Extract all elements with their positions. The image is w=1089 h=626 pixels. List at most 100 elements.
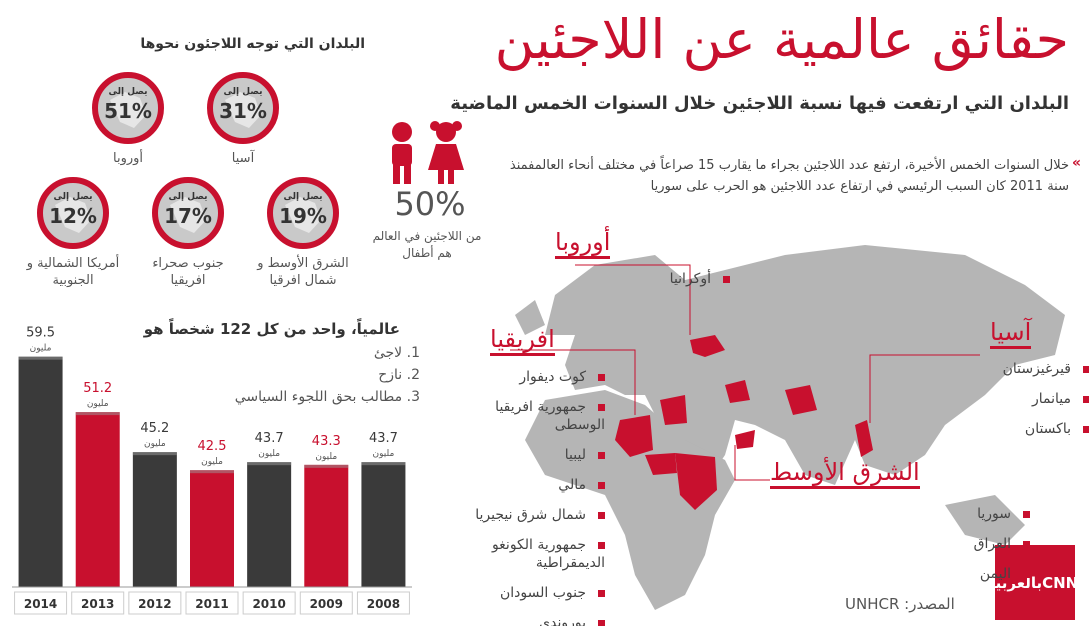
unit-label: مليون (373, 449, 395, 459)
country: العراق (880, 535, 1030, 553)
country: أوكرانيا (580, 270, 730, 288)
bar-cap (247, 462, 292, 466)
note: 2. نازح (378, 367, 420, 383)
destination-circle: يصل إلى 51% (92, 72, 164, 144)
prefix: يصل إلى (224, 87, 263, 97)
destinations-title: البلدان التي توجه اللاجئون نحوها (140, 36, 365, 52)
bar-cap (18, 356, 63, 360)
globe (110, 92, 146, 128)
unit-label: مليون (144, 439, 166, 449)
year-box (128, 591, 182, 615)
year-box (242, 591, 296, 615)
bar (190, 470, 234, 587)
prefix: يصل إلى (169, 192, 208, 202)
unit-label: مليون (87, 399, 109, 409)
region-name: افريقيا (490, 325, 555, 356)
kids-icon (392, 121, 464, 184)
destination-circle: يصل إلى 12% (37, 177, 109, 249)
x-tick-label: 2010 (252, 597, 285, 611)
destination-label: الشرق الأوسط و شمال افرقيا (257, 256, 349, 288)
globe (55, 197, 91, 233)
region-name: الشرق الأوسط (770, 458, 920, 489)
bar-cap (304, 464, 349, 468)
country: جمهورية افريقيا الوسطى (455, 398, 605, 434)
subtitle: البلدان التي ارتفعت فيها نسبة اللاجئين خ… (450, 93, 1069, 114)
destination-label: أوروبا (112, 151, 144, 166)
prefix: يصل إلى (54, 192, 93, 202)
bar-cap (361, 462, 406, 466)
globe (285, 197, 321, 233)
prefix: يصل إلى (109, 87, 148, 97)
country: جنوب السودان (455, 584, 605, 602)
unit-label: مليون (30, 344, 52, 354)
x-tick-label: 2013 (81, 597, 114, 611)
kids-caption: من اللاجئين في العالم هم أطفال (372, 229, 482, 260)
value-label: 45.2 (140, 421, 169, 436)
bullet: » (1071, 155, 1081, 171)
value-label: 42.5 (198, 439, 227, 454)
bar-cap (190, 470, 234, 474)
percent: 17% (164, 204, 212, 228)
bar (304, 464, 349, 587)
country: ليبيا (455, 446, 605, 464)
year-box (185, 591, 239, 615)
map (510, 245, 1065, 610)
source: المصدر: UNHCR (845, 595, 955, 613)
x-tick-label: 2014 (24, 597, 57, 611)
value-label: 43.7 (255, 431, 284, 446)
globe (170, 197, 206, 233)
country: قيرغيزستان (940, 360, 1089, 378)
year-box (71, 591, 125, 615)
x-tick-label: 2012 (138, 597, 171, 611)
note: 1. لاجئ (373, 345, 420, 361)
prefix: يصل إلى (284, 192, 323, 202)
destination-label: أمريكا الشمالية و الجنوبية (26, 256, 120, 288)
year-box (299, 591, 353, 615)
value-label: 43.3 (312, 434, 341, 449)
kids-value: 50% (394, 185, 466, 223)
x-tick-label: 2008 (367, 597, 400, 611)
destination-circle: يصل إلى 19% (267, 177, 339, 249)
bar (361, 462, 406, 587)
year-box (356, 591, 410, 615)
x-tick-label: 2009 (310, 597, 343, 611)
percent: 51% (104, 99, 152, 123)
country: باكستان (940, 420, 1089, 438)
unit-label: مليون (201, 457, 223, 467)
percent: 31% (219, 99, 267, 123)
destination-circle: يصل إلى 17% (152, 177, 224, 249)
destination-label: جنوب صحراء افريقيا (152, 256, 224, 288)
country: كوت ديفوار (455, 368, 605, 386)
bar (132, 452, 177, 587)
percent: 19% (279, 204, 327, 228)
country: ميانمار (940, 390, 1089, 408)
unit-label: مليون (258, 449, 280, 459)
percent: 12% (49, 204, 97, 228)
bar (18, 356, 63, 587)
intro: خلال السنوات الخمس الأخيرة، ارتفع عدد ال… (509, 158, 1069, 194)
bar-cap (132, 452, 177, 456)
destination-circle: يصل إلى 31% (207, 72, 279, 144)
x-tick-label: 2011 (195, 597, 228, 611)
value-label: 51.2 (83, 381, 112, 396)
globe (225, 92, 261, 128)
bar-cap (75, 412, 120, 416)
region-name: آسيا (990, 318, 1032, 349)
country: سوريا (880, 505, 1030, 523)
country: شمال شرق نيجيريا (455, 506, 605, 524)
country: مالي (455, 476, 605, 494)
country: بوروندي (455, 614, 605, 626)
year-box (14, 591, 68, 615)
bar-chart: 59.5 مليون 2014 51.2 مليون 2013 45.2 مليون 2012 4… (12, 326, 412, 615)
chart-title: عالمياً، واحد من كل 122 شخصاً هو (143, 320, 400, 338)
note: 3. مطالب بحق اللجوء السياسي (234, 389, 420, 405)
bar (247, 462, 292, 587)
bar (75, 412, 120, 587)
title: حقائق عالمية عن اللاجئين (494, 8, 1069, 71)
unit-label: مليون (315, 452, 337, 462)
value-label: 59.5 (26, 326, 55, 341)
value-label: 43.7 (369, 431, 398, 446)
country: جمهورية الكونغو الديمقراطية (455, 536, 605, 572)
destination-label: آسيا (231, 151, 255, 166)
